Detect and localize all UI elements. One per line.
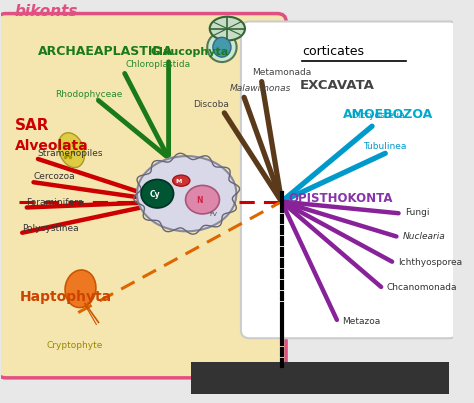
Text: corticates: corticates: [302, 45, 364, 58]
Text: Cy: Cy: [149, 190, 160, 199]
Text: AMOEBOZOA: AMOEBOZOA: [343, 108, 433, 121]
Text: Glaucophyta: Glaucophyta: [151, 47, 229, 57]
Ellipse shape: [58, 133, 84, 168]
Ellipse shape: [185, 185, 219, 214]
Text: Foraminifera: Foraminifera: [26, 198, 83, 207]
Text: Alveolata: Alveolata: [15, 139, 89, 153]
Text: Dictyostelia: Dictyostelia: [352, 112, 405, 120]
Text: ARCHAEAPLASTIDA: ARCHAEAPLASTIDA: [37, 45, 173, 58]
Text: Discoba: Discoba: [193, 100, 229, 108]
Text: Ichthyosporea: Ichthyosporea: [398, 258, 462, 267]
Ellipse shape: [213, 37, 231, 57]
Text: Rhodophyceae: Rhodophyceae: [55, 90, 123, 99]
Text: Haptophyta: Haptophyta: [19, 290, 111, 303]
Ellipse shape: [210, 17, 245, 40]
Ellipse shape: [137, 156, 237, 231]
Text: Stramenopiles: Stramenopiles: [37, 149, 103, 158]
Text: Metazoa: Metazoa: [342, 317, 380, 326]
Text: bikonts: bikonts: [15, 4, 78, 19]
Text: Chloroplastida: Chloroplastida: [126, 60, 191, 69]
Text: Nuclearia: Nuclearia: [403, 232, 446, 241]
Text: Tubulinea: Tubulinea: [363, 142, 406, 152]
Ellipse shape: [173, 175, 190, 186]
Text: FV: FV: [209, 212, 217, 217]
Text: M: M: [176, 179, 182, 185]
Text: EXCAVATA: EXCAVATA: [300, 79, 374, 92]
Bar: [191, 362, 449, 394]
Ellipse shape: [141, 179, 173, 208]
FancyBboxPatch shape: [0, 14, 286, 378]
Text: Chcanomonada: Chcanomonada: [387, 283, 457, 292]
Text: Cryptophyte: Cryptophyte: [46, 341, 103, 350]
Ellipse shape: [207, 32, 237, 62]
FancyBboxPatch shape: [241, 21, 458, 338]
Text: Cercozoa: Cercozoa: [33, 172, 74, 181]
Text: Polycystinea: Polycystinea: [22, 224, 78, 233]
Ellipse shape: [65, 270, 96, 307]
Text: Fungi: Fungi: [405, 208, 429, 217]
Text: Malawimonas: Malawimonas: [229, 84, 291, 93]
Text: SAR: SAR: [15, 118, 49, 133]
Text: N: N: [197, 196, 203, 205]
Text: Metamonada: Metamonada: [252, 68, 311, 77]
Text: OPISTHOKONTA: OPISTHOKONTA: [288, 192, 393, 205]
